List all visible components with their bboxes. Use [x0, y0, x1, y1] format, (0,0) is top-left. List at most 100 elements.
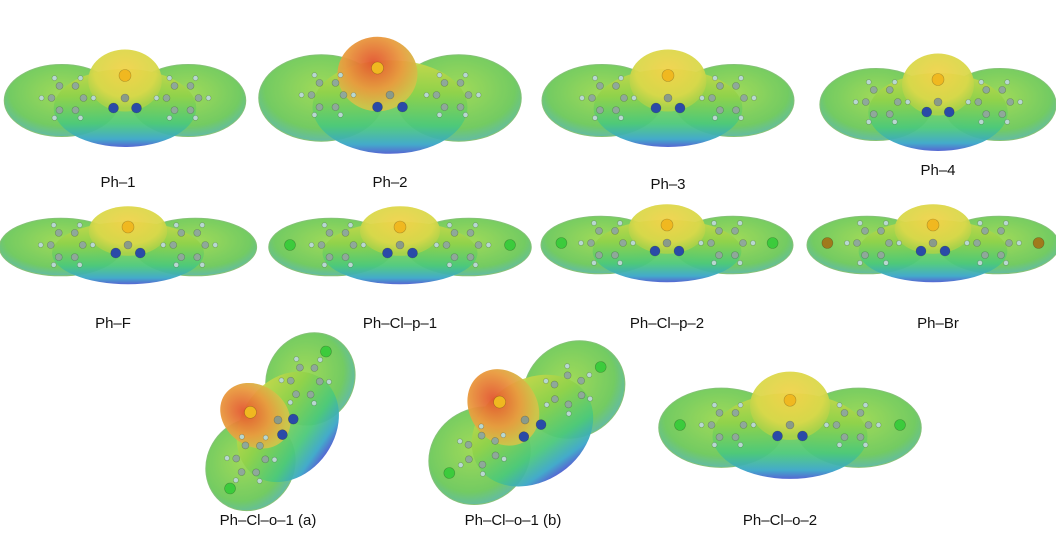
atom [588, 240, 595, 247]
atom [713, 115, 718, 120]
atom [167, 76, 172, 81]
molecule-map [173, 305, 383, 534]
atom [740, 240, 747, 247]
atom [312, 73, 317, 78]
atom [473, 223, 478, 228]
atom [1006, 240, 1013, 247]
panel-label: Ph–Cl–o–1 (b) [465, 512, 562, 529]
atom [664, 94, 672, 102]
atom [612, 227, 619, 234]
atom [77, 262, 82, 267]
panel-label: Ph–4 [920, 162, 955, 179]
atom [79, 242, 86, 249]
atom [56, 107, 63, 114]
atom [822, 238, 833, 249]
atom [708, 240, 715, 247]
atom [132, 103, 142, 113]
atom [202, 242, 209, 249]
atom [386, 91, 394, 99]
molecule-map [542, 50, 794, 148]
atom [38, 243, 43, 248]
atom [894, 99, 901, 106]
atom [580, 96, 585, 101]
atom [200, 223, 205, 228]
atom [119, 70, 131, 82]
atom [862, 227, 869, 234]
atom [318, 242, 325, 249]
atom [408, 248, 418, 258]
atom [739, 115, 744, 120]
atom [55, 254, 62, 261]
atom [447, 223, 452, 228]
atom [187, 82, 194, 89]
atom [998, 252, 1005, 259]
atom [463, 73, 468, 78]
atom [733, 107, 740, 114]
atom [621, 95, 628, 102]
atom [476, 93, 481, 98]
atom [348, 262, 353, 267]
atom [700, 96, 705, 101]
atom [161, 243, 166, 248]
panel-label: Ph–2 [372, 174, 407, 191]
atom [833, 422, 840, 429]
atom [394, 221, 406, 233]
atom [91, 96, 96, 101]
atom [716, 434, 723, 441]
atom [194, 254, 201, 261]
atom [895, 420, 906, 431]
atom [47, 242, 54, 249]
atom [631, 241, 636, 246]
atom [863, 403, 868, 408]
panel-label: Ph–Cl–p–2 [630, 315, 704, 332]
atom [854, 240, 861, 247]
atom [978, 260, 983, 265]
atom [862, 99, 869, 106]
atom [322, 223, 327, 228]
atom [741, 95, 748, 102]
atom [332, 79, 339, 86]
atom [966, 100, 971, 105]
atom [862, 252, 869, 259]
panel-label: Ph–F [95, 315, 131, 332]
atom [716, 409, 723, 416]
atom [78, 115, 83, 120]
atom [975, 99, 982, 106]
atom [187, 107, 194, 114]
molecule-map [0, 206, 257, 284]
molecule-map [259, 37, 522, 154]
atom [878, 252, 885, 259]
atom [863, 442, 868, 447]
atom [342, 229, 349, 236]
atom [56, 82, 63, 89]
atom [717, 82, 724, 89]
atom [398, 102, 408, 112]
atom [713, 76, 718, 81]
atom [451, 254, 458, 261]
atom [858, 260, 863, 265]
atom [174, 262, 179, 267]
atom [361, 243, 366, 248]
atom [751, 423, 756, 428]
atom [857, 434, 864, 441]
atom [206, 96, 211, 101]
atom [876, 423, 881, 428]
atom [72, 82, 79, 89]
panel-label: Ph–3 [650, 176, 685, 193]
atom [870, 111, 877, 118]
atom [1005, 119, 1010, 124]
atom [767, 238, 778, 249]
atom [316, 104, 323, 111]
atom [351, 93, 356, 98]
atom [322, 262, 327, 267]
molecule-map [399, 305, 652, 534]
atom [717, 107, 724, 114]
atom [786, 421, 794, 429]
atom [77, 223, 82, 228]
atom [884, 221, 889, 226]
atom [556, 238, 567, 249]
atom [866, 80, 871, 85]
atom [433, 92, 440, 99]
atom [1018, 100, 1023, 105]
atom [932, 74, 944, 86]
